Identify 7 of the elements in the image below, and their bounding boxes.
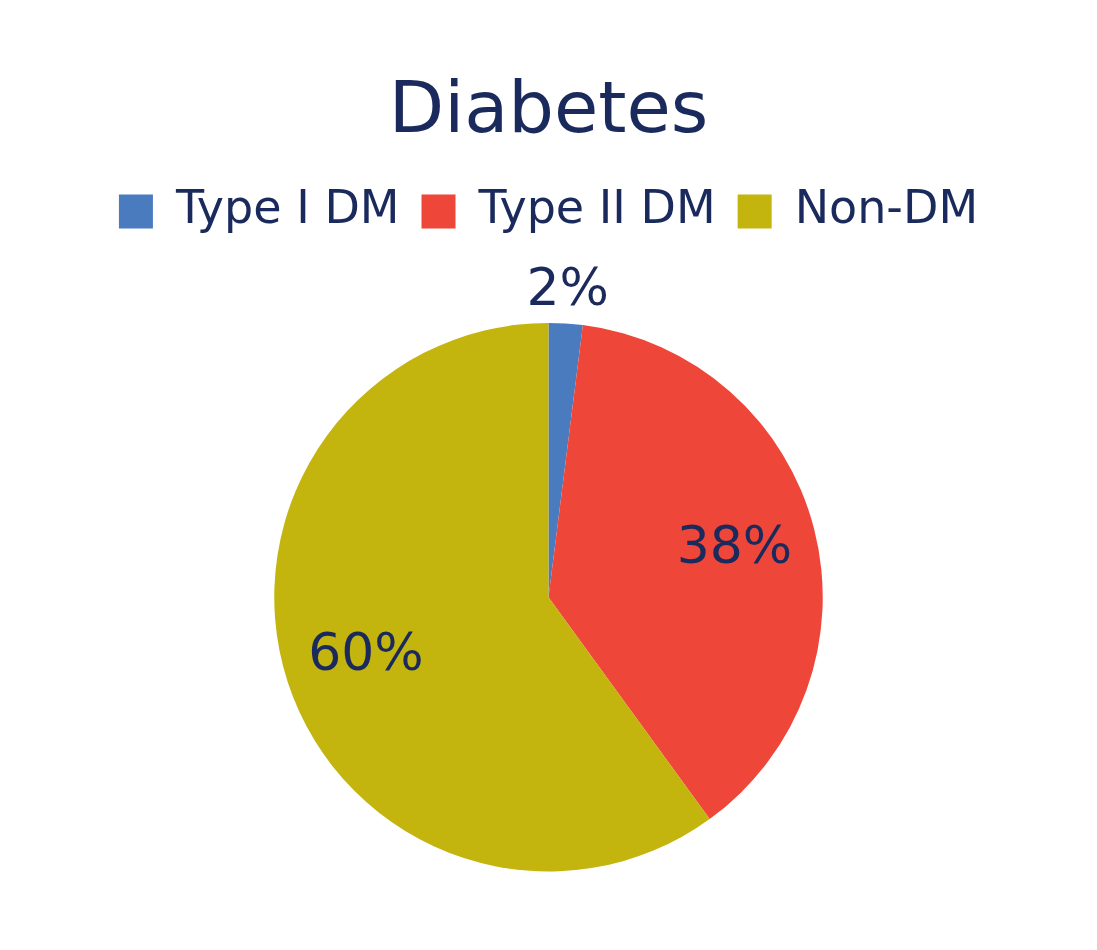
data-label: 2% xyxy=(526,257,609,318)
chart-title: Diabetes xyxy=(388,64,709,149)
legend-label: Non-DM xyxy=(794,180,979,235)
data-label: 60% xyxy=(308,622,424,683)
legend-label: Type II DM xyxy=(477,180,716,235)
legend-label: Type I DM xyxy=(174,180,400,235)
data-label: 38% xyxy=(676,514,793,575)
